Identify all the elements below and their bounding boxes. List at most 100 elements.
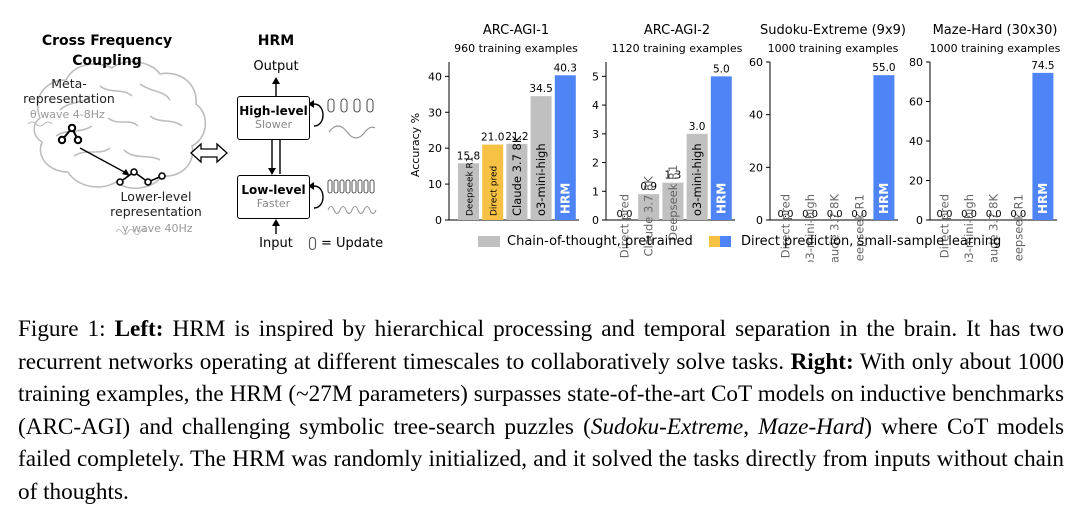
lower-node-graph [116, 168, 166, 186]
bar-value-label: 0.9 [640, 181, 657, 193]
high-level-title: High-level [239, 104, 308, 118]
bar-value-label: 0.0 [1010, 209, 1026, 220]
update-legend-icon [308, 237, 317, 251]
y-tick-label: 0 [435, 214, 442, 227]
slow-wave [328, 125, 376, 139]
figure-caption: Figure 1: Left: HRM is inspired by hiera… [18, 313, 1064, 508]
output-label: Output [253, 59, 299, 74]
bar-value-label: 0.0 [827, 209, 843, 220]
bar-category-label: Deepseek R1 [466, 156, 476, 216]
bar-category-label: Deepseek R1 [666, 165, 680, 241]
legend-swatch-cot [478, 236, 500, 247]
cfc-title-line2: Coupling [72, 53, 142, 69]
bar [710, 76, 732, 220]
bar-category-label: o3-mini-high [690, 143, 704, 216]
chart-subtitle: 1120 training examples [612, 42, 743, 55]
update-timing-diagram [327, 98, 377, 215]
chart-title: ARC-AGI-1 [483, 23, 549, 38]
legend-swatch-hrm [720, 236, 731, 247]
hrm-title: HRM [257, 33, 295, 49]
bar-value-label: 0.0 [961, 209, 977, 220]
y-tick-label: 0 [756, 214, 763, 227]
bar-value-label: 34.5 [529, 83, 552, 95]
caption-left-bold: Left: [114, 316, 164, 342]
bar [458, 163, 479, 220]
y-tick-label: 3 [592, 128, 599, 141]
bar [554, 75, 576, 220]
bar-value-label: 21.2 [505, 131, 528, 143]
bar-category-label: Claude 3.7 8K [510, 135, 524, 216]
caption-italic-maze: Maze-Hard [758, 413, 865, 440]
bar-value-label: 0.0 [851, 209, 867, 220]
y-tick-label: 5 [592, 70, 599, 83]
bar-category-label: Claude 3.7 8K [987, 194, 1001, 262]
lower-line2: representation [110, 204, 202, 219]
bar-value-label: 0.0 [937, 209, 953, 220]
legend-label-cot: Chain-of-thought, pretrained [507, 234, 693, 249]
lower-line1: Lower-level [120, 189, 192, 204]
bar-value-label: 0.0 [617, 209, 633, 220]
chart-title: Maze-Hard (30x30) [933, 23, 1058, 38]
fast-update-marks [327, 179, 375, 194]
bar-category-label: Deepseek R1 [852, 194, 866, 262]
fast-wave [327, 205, 377, 215]
chart-title: ARC-AGI-2 [644, 23, 710, 38]
cfc-title: Cross Frequency Coupling [0, 31, 214, 71]
caption-right-bold: Right: [790, 348, 854, 375]
bar-value-label: 5.0 [713, 63, 730, 75]
bar-value-label: 0.0 [802, 209, 818, 220]
y-tick-label: 20 [909, 175, 923, 188]
chart-subtitle: 1000 training examples [768, 42, 899, 55]
meta-node-graph [57, 123, 83, 145]
bar-category-label: HRM [1036, 183, 1050, 214]
recurrence-loops [308, 100, 324, 209]
bar-category-label: Claude 3.7 8K [828, 194, 842, 262]
low-level-title: Low-level [241, 183, 306, 197]
bar [530, 96, 552, 220]
y-axis-label: Accuracy % [409, 113, 422, 177]
bar-category-label: o3-mini-high [962, 194, 976, 262]
y-tick-label: 2 [592, 157, 599, 170]
bar [638, 194, 660, 220]
bar-value-label: 40.3 [554, 62, 577, 74]
bar-value-label: 1.3 [665, 170, 682, 182]
caption-sep: , [743, 413, 759, 440]
y-tick-label: 1 [592, 185, 599, 198]
bar-category-label: HRM [714, 183, 728, 214]
bar [1032, 72, 1054, 220]
y-tick-label: 10 [428, 178, 442, 191]
brain-diagram [27, 61, 207, 235]
caption-left-text: HRM is inspired by hierarchical processi… [18, 316, 1065, 375]
bar-category-label: Claude 3.7 8K [642, 176, 656, 257]
bar [686, 133, 708, 220]
hrm-arrows [268, 77, 324, 234]
y-tick-label: 0 [592, 214, 599, 227]
bar [873, 75, 895, 221]
lower-representation-label: Lower-level representation [104, 189, 208, 219]
bar-value-label: 55.0 [872, 62, 895, 74]
legend-label-direct: Direct prediction, small-sample learning [741, 234, 1002, 249]
bar-value-label: 0.0 [986, 209, 1002, 220]
high-level-module: High-level Slower [237, 96, 310, 140]
update-legend-label: = Update [321, 236, 384, 251]
low-level-module: Low-level Faster [237, 175, 310, 219]
theta-wave-label: θ wave 4-8Hz [30, 108, 105, 121]
y-tick-label: 30 [428, 106, 442, 119]
y-tick-label: 60 [909, 96, 923, 109]
bar-category-label: Direct pred [779, 194, 793, 258]
y-tick-label: 60 [749, 56, 763, 69]
meta-line1: Meta- [51, 76, 87, 91]
y-tick-label: 80 [909, 56, 923, 69]
caption-italic-sudoku: Sudoku-Extreme [590, 413, 744, 440]
bar-category-label: Direct pred [490, 166, 500, 216]
y-tick-label: 40 [909, 135, 923, 148]
double-arrow-icon [190, 142, 228, 164]
y-tick-label: 40 [428, 70, 442, 83]
chart-title: Sudoku-Extreme (9x9) [760, 23, 906, 38]
bar [506, 143, 528, 220]
bar-category-label: HRM [877, 183, 891, 214]
bar-category-label: HRM [558, 183, 572, 214]
bar-category-label: Direct pred [938, 194, 952, 258]
bar [482, 144, 504, 220]
